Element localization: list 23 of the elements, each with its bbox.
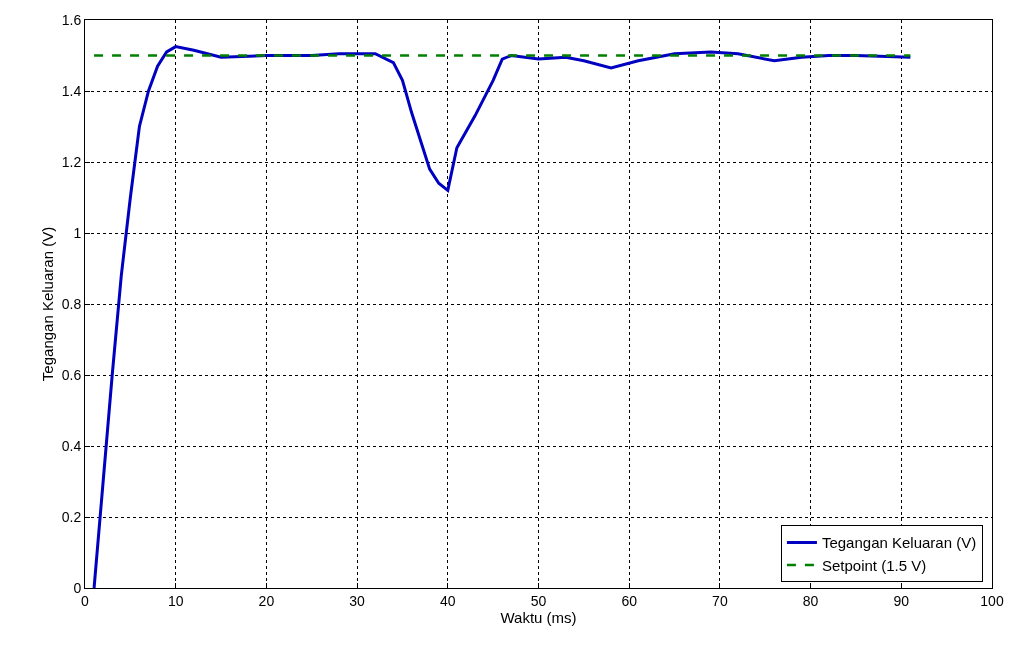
x-tick-label: 80 [802,592,819,609]
y-tick-label: 0 [73,579,82,596]
y-tick-label: 1 [73,224,82,241]
y-tick-label: 1.4 [61,82,82,99]
x-tick-label: 70 [712,592,728,609]
x-tick-label: 40 [440,592,456,609]
y-tick-label: 1.6 [61,11,82,28]
x-tick-label: 90 [893,592,910,609]
x-tick-label: 100 [980,592,1004,609]
y-tick-label: 0.8 [61,295,82,312]
x-tick-label: 50 [530,592,547,609]
y-tick-label: 0.4 [61,437,82,454]
x-tick-label: 20 [258,592,275,609]
x-tick-label: 10 [167,592,184,609]
x-tick-label: 30 [349,592,366,609]
y-tick-label: 0.6 [61,366,82,383]
x-tick-label: 60 [621,592,638,609]
x-axis-title: Waktu (ms) [500,608,577,626]
y-tick-label: 1.2 [61,153,82,170]
y-axis-title: Tegangan Keluaran (V) [38,226,56,382]
legend-label: Setpoint (1.5 V) [821,556,927,574]
y-tick-label: 0.2 [61,508,82,525]
legend-label: Tegangan Keluaran (V) [821,534,977,552]
